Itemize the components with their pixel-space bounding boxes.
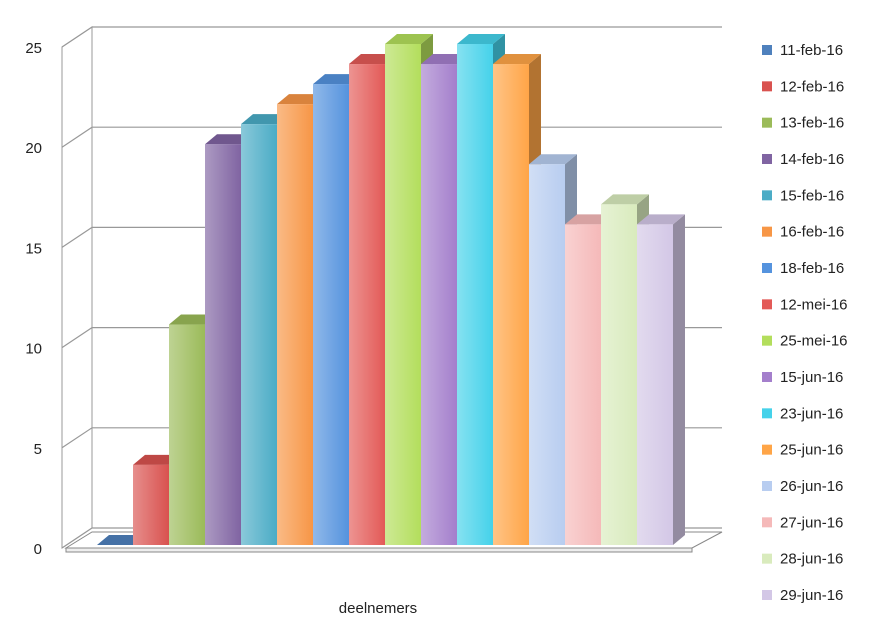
bar-top — [385, 34, 433, 44]
bar-top-shade — [493, 54, 541, 65]
bar-top — [457, 34, 505, 44]
legend-label: 28-jun-16 — [780, 551, 843, 568]
legend-swatch — [762, 117, 772, 128]
bar-shine — [493, 64, 529, 545]
bar-top — [601, 194, 649, 205]
legend-swatch — [762, 190, 772, 201]
legend-label: 23-jun-16 — [780, 405, 843, 422]
legend-swatch — [762, 154, 772, 164]
legend-label: 25-jun-16 — [780, 442, 843, 459]
legend-label: 16-feb-16 — [780, 224, 844, 241]
bar-shine — [601, 204, 637, 545]
grid-line — [61, 26, 722, 48]
legend-swatch — [762, 81, 772, 92]
legend-label: 29-jun-16 — [780, 587, 843, 604]
bar-top-shade — [637, 214, 685, 225]
bar-shine — [529, 164, 565, 546]
legend-label: 12-mei-16 — [780, 296, 848, 313]
y-tick-label: 15 — [25, 240, 42, 257]
bar-top-shade — [385, 34, 433, 44]
bar-shine — [565, 224, 601, 546]
bar-shine — [313, 84, 349, 545]
bar-shine — [457, 44, 493, 545]
legend-swatch — [762, 226, 772, 237]
legend-swatch — [762, 45, 772, 55]
legend-label: 18-feb-16 — [780, 260, 844, 277]
bar-top-shade — [457, 34, 505, 44]
floor-edge — [65, 547, 693, 553]
bar-top — [637, 214, 685, 225]
legend-swatch — [762, 553, 772, 564]
legend-label: 11-feb-16 — [780, 42, 843, 59]
bar-shine — [169, 324, 205, 545]
bar-shine — [349, 64, 385, 545]
legend-swatch — [762, 372, 772, 382]
x-tick-label: deelnemers — [339, 600, 417, 617]
y-tick-label: 25 — [25, 40, 42, 57]
legend-swatch — [762, 481, 772, 491]
legend-swatch — [762, 590, 772, 600]
legend-label: 13-feb-16 — [780, 115, 844, 132]
legend-swatch — [762, 517, 772, 528]
y-tick-label: 0 — [34, 541, 42, 558]
y-tick-label: 5 — [34, 441, 42, 458]
bar-shine — [205, 144, 241, 545]
legend-swatch — [762, 408, 772, 419]
legend-swatch — [762, 299, 772, 310]
bar-shine — [277, 104, 313, 546]
bar-side-shade — [673, 214, 685, 546]
bar-shine — [133, 464, 169, 545]
legend-label: 26-jun-16 — [780, 478, 843, 495]
bar-top — [529, 154, 577, 165]
back-wall — [61, 26, 93, 549]
y-tick-label: 20 — [25, 140, 42, 157]
bar-top — [493, 54, 541, 65]
legend-label: 27-jun-16 — [780, 514, 843, 531]
bar-side — [673, 214, 685, 546]
legend-label: 14-feb-16 — [780, 151, 844, 168]
bar-top-shade — [601, 194, 649, 205]
bar-shine — [421, 64, 457, 545]
legend-label: 12-feb-16 — [780, 78, 844, 95]
bar-shine — [241, 124, 277, 545]
bar-top-shade — [529, 154, 577, 165]
legend-swatch — [762, 263, 772, 273]
y-tick-label: 10 — [25, 341, 42, 358]
bar-shine — [385, 44, 421, 545]
legend-swatch — [762, 335, 772, 346]
bar-shine — [637, 224, 673, 546]
legend-label: 15-jun-16 — [780, 369, 843, 386]
legend-label: 15-feb-16 — [780, 187, 844, 204]
legend-label: 25-mei-16 — [780, 333, 848, 350]
legend-swatch — [762, 444, 772, 455]
